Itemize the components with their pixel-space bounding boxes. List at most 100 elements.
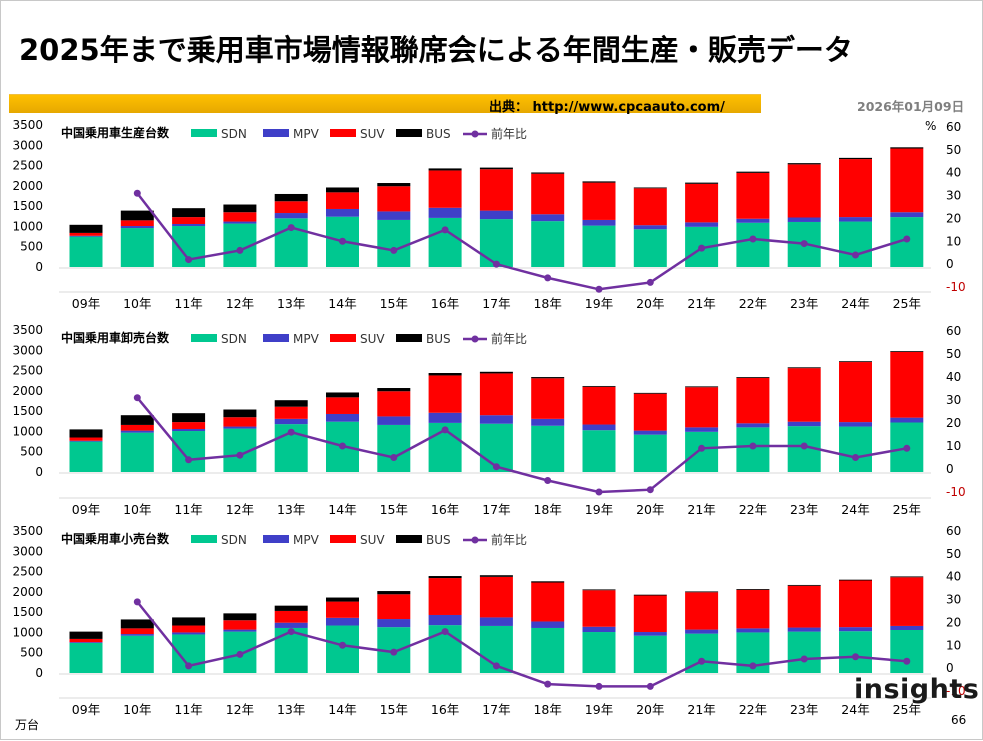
y2-tick-label: 50 xyxy=(946,143,961,157)
bar-sdn xyxy=(633,635,667,673)
bar-sdn xyxy=(839,221,872,267)
bar-mpv xyxy=(223,426,257,429)
x-tick-label: 23年 xyxy=(790,296,818,311)
bar-bus xyxy=(890,576,924,578)
y-tick-label: 1500 xyxy=(12,404,43,418)
legend-label: 前年比 xyxy=(491,532,527,547)
yoy-point xyxy=(441,226,449,234)
yoy-point xyxy=(646,682,654,690)
bar-bus xyxy=(120,619,154,629)
legend-swatch-bus xyxy=(396,334,422,342)
bar-sdn xyxy=(120,635,154,673)
bar-sdn xyxy=(69,441,103,472)
x-tick-label: 09年 xyxy=(72,502,100,517)
yoy-point xyxy=(236,650,244,658)
x-tick-label: 19年 xyxy=(585,702,613,717)
bar-suv xyxy=(531,378,565,419)
x-tick-label: 14年 xyxy=(328,702,356,717)
bar-suv xyxy=(223,417,257,427)
bar-mpv xyxy=(120,430,154,433)
y-tick-label: 0 xyxy=(35,260,43,274)
bar-suv xyxy=(377,594,411,620)
yoy-point xyxy=(492,463,500,471)
legend-label: SUV xyxy=(360,332,385,346)
yoy-point xyxy=(287,428,295,436)
bar-suv xyxy=(633,188,667,226)
x-tick-label: 11年 xyxy=(174,502,202,517)
bar-suv xyxy=(479,373,513,416)
y-tick-label: 3500 xyxy=(12,118,43,132)
bar-sdn xyxy=(531,425,565,472)
bar-bus xyxy=(582,181,616,183)
bar-mpv xyxy=(377,416,411,425)
bar-sdn xyxy=(120,228,154,267)
yoy-point xyxy=(133,189,141,197)
bar-sdn xyxy=(582,632,616,673)
bar-mpv xyxy=(531,418,565,426)
x-tick-label: 25年 xyxy=(893,502,921,517)
bar-suv xyxy=(531,582,565,622)
y-tick-label: 1000 xyxy=(12,424,43,438)
bar-mpv xyxy=(633,632,667,636)
bar-sdn xyxy=(69,642,103,673)
x-tick-label: 18年 xyxy=(533,502,561,517)
legend-swatch-mpv xyxy=(263,535,289,543)
bar-bus xyxy=(685,182,719,184)
x-tick-label: 21年 xyxy=(687,296,715,311)
bar-suv xyxy=(120,424,154,431)
yoy-line xyxy=(136,192,908,291)
yoy-point xyxy=(800,442,808,450)
y2-tick-label: 10 xyxy=(946,439,961,453)
bar-mpv xyxy=(377,211,411,220)
yoy-point xyxy=(236,451,244,459)
yoy-point xyxy=(287,224,295,232)
yoy-point xyxy=(133,598,141,606)
y-tick-label: 3000 xyxy=(12,343,43,357)
bar-mpv xyxy=(685,427,719,432)
y2-axis-unit: % xyxy=(925,119,936,133)
x-tick-label: 19年 xyxy=(585,502,613,517)
yoy-point xyxy=(749,235,757,243)
bar-bus xyxy=(428,168,462,171)
bar-bus xyxy=(120,210,154,221)
legend-label: SUV xyxy=(360,533,385,547)
y-tick-label: 0 xyxy=(35,465,43,479)
yoy-point xyxy=(185,662,193,670)
bar-bus xyxy=(223,204,257,213)
bar-suv xyxy=(428,375,462,413)
legend-swatch-bus xyxy=(396,535,422,543)
yoy-point xyxy=(185,456,193,464)
bar-mpv xyxy=(736,628,770,633)
x-tick-label: 11年 xyxy=(174,296,202,311)
bar-mpv xyxy=(787,421,821,427)
yoy-point xyxy=(339,641,346,649)
bar-mpv xyxy=(890,625,924,630)
x-tick-label: 24年 xyxy=(841,296,869,311)
x-tick-label: 12年 xyxy=(226,702,254,717)
chart-title: 中国乗用車生産台数 xyxy=(61,125,170,140)
x-tick-label: 17年 xyxy=(482,502,510,517)
yoy-point xyxy=(749,442,757,450)
bar-suv xyxy=(326,397,359,414)
bar-mpv xyxy=(326,617,359,626)
chart-title: 中国乗用車小売台数 xyxy=(61,531,170,546)
source-citation: 出典： http://www.cpcaauto.com/ xyxy=(489,100,725,115)
bar-sdn xyxy=(69,236,103,267)
bar-suv xyxy=(633,393,667,431)
bar-bus xyxy=(736,377,770,378)
bar-mpv xyxy=(787,217,821,222)
yoy-point xyxy=(339,442,346,450)
bar-suv xyxy=(69,232,103,236)
bar-mpv xyxy=(69,642,103,643)
bar-suv xyxy=(839,362,872,423)
legend-swatch-sdn xyxy=(191,129,217,137)
y2-tick-label: 60 xyxy=(946,524,961,538)
bar-sdn xyxy=(890,629,924,673)
x-tick-label: 09年 xyxy=(72,702,100,717)
bar-bus xyxy=(787,584,821,586)
y2-tick-label: 60 xyxy=(946,324,961,338)
title-underline-band xyxy=(9,94,761,113)
bar-sdn xyxy=(633,229,667,267)
x-tick-label: 12年 xyxy=(226,296,254,311)
